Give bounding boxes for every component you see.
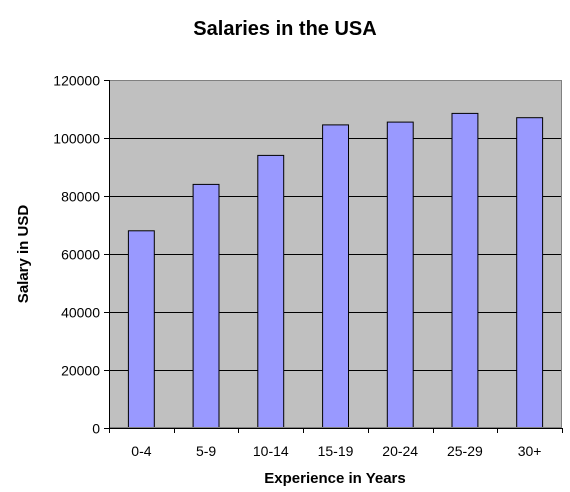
bar-5-9 bbox=[192, 183, 220, 429]
chart-title: Salaries in the USA bbox=[193, 18, 376, 40]
x-tick-label: 5-9 bbox=[196, 443, 216, 459]
x-axis-title: Experience in Years bbox=[264, 470, 405, 487]
bar-30+ bbox=[516, 117, 544, 429]
x-tick-labels: 0-4 5-9 10-14 15-19 20-24 25-29 30+ bbox=[131, 443, 541, 459]
x-tick-label: 20-24 bbox=[382, 443, 418, 459]
x-tick-label: 25-29 bbox=[447, 443, 483, 459]
y-tick-label: 40000 bbox=[61, 305, 100, 321]
bar-0-4 bbox=[127, 230, 155, 429]
y-tick-label: 120000 bbox=[53, 73, 100, 89]
bar-15-19 bbox=[322, 124, 350, 429]
bar-25-29 bbox=[451, 112, 479, 429]
y-axis-title: Salary in USD bbox=[15, 205, 32, 304]
x-tick-label: 0-4 bbox=[131, 443, 151, 459]
bars bbox=[127, 112, 544, 429]
x-tick-label: 15-19 bbox=[318, 443, 354, 459]
x-tick-label: 30+ bbox=[518, 443, 542, 459]
x-tick-label: 10-14 bbox=[253, 443, 289, 459]
y-tick-label: 100000 bbox=[53, 131, 100, 147]
y-tick-label: 60000 bbox=[61, 247, 100, 263]
y-tick-labels: 0 20000 40000 60000 80000 100000 120000 bbox=[53, 73, 100, 437]
bar-10-14 bbox=[257, 154, 285, 429]
axes bbox=[104, 80, 563, 433]
y-tick-label: 80000 bbox=[61, 189, 100, 205]
bar-20-24 bbox=[386, 121, 414, 429]
y-tick-label: 20000 bbox=[61, 363, 100, 379]
y-tick-label: 0 bbox=[92, 421, 100, 437]
